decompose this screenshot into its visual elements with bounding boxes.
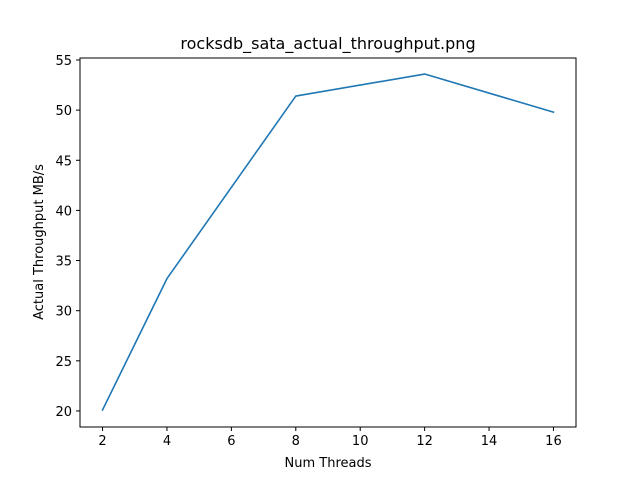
x-axis-label: Num Threads xyxy=(285,456,372,471)
series-layer xyxy=(101,73,555,412)
x-tick-label: 2 xyxy=(98,434,106,449)
x-tick-label: 14 xyxy=(481,434,498,449)
x-tick-label: 10 xyxy=(352,434,369,449)
y-tick-label: 35 xyxy=(55,255,72,270)
chart-title: rocksdb_sata_actual_throughput.png xyxy=(180,34,475,54)
y-tick-label: 25 xyxy=(55,355,72,370)
plot-area-frame xyxy=(79,57,577,428)
x-tick-label: 4 xyxy=(163,434,171,449)
x-tick-label: 12 xyxy=(416,434,433,449)
series-line xyxy=(101,73,555,412)
y-tick-label: 30 xyxy=(55,305,72,320)
y-tick-label: 40 xyxy=(55,204,72,219)
x-tick-label: 6 xyxy=(227,434,235,449)
y-tick-label: 55 xyxy=(55,54,72,69)
y-tick-label: 45 xyxy=(55,154,72,169)
y-axis-label: Actual Throughput MB/s xyxy=(32,164,47,320)
ticks-layer: 2 4 6 8 10 12 14 16 20 25 30 35 40 45 50 55 xyxy=(55,54,561,449)
y-tick-label: 50 xyxy=(55,104,72,119)
x-tick-label: 16 xyxy=(545,434,562,449)
y-tick-label: 20 xyxy=(55,405,72,420)
x-tick-label: 8 xyxy=(292,434,300,449)
